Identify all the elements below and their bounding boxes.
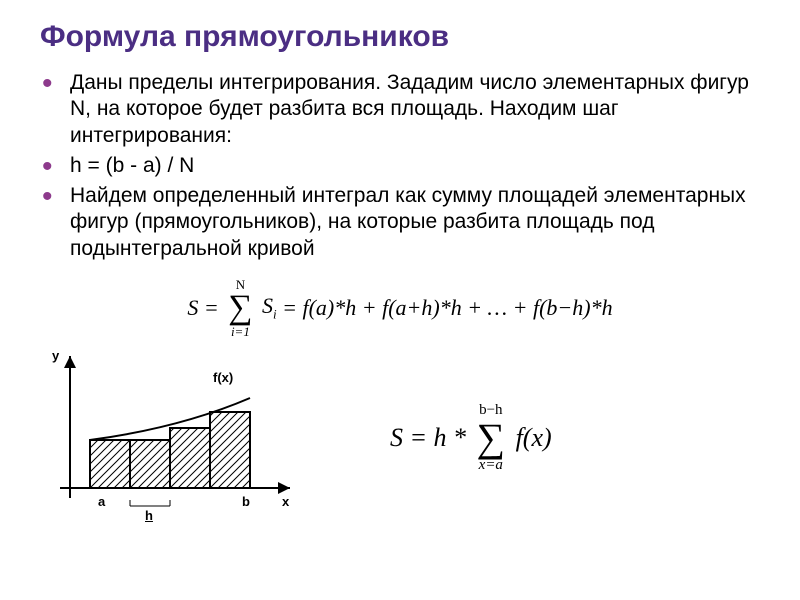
bullet-list: Даны пределы интегрирования. Зададим чис…: [30, 70, 770, 262]
summation-symbol: N ∑ i=1: [228, 278, 252, 338]
graph-svg: [30, 348, 310, 528]
integral-graph: y f(x) a b x h: [30, 348, 310, 528]
formula-sum-expansion: S = N ∑ i=1 Si = f(a)*h + f(a+h)*h + … +…: [30, 278, 770, 338]
formula2-lhs: S = h *: [390, 423, 466, 453]
h-label: h: [145, 508, 153, 523]
x-axis-label: x: [282, 494, 289, 509]
sigma-icon: ∑: [228, 291, 252, 325]
sum-lower: i=1: [228, 325, 252, 338]
slide-title: Формула прямоугольников: [40, 20, 770, 54]
formula-lhs: S =: [187, 295, 218, 321]
formula-compact: S = h * b−h ∑ x=a f(x): [390, 403, 552, 473]
y-axis-label: y: [52, 348, 59, 363]
fx-label: f(x): [213, 370, 233, 385]
sum-body: Si: [262, 293, 277, 322]
sigma-icon: ∑: [477, 418, 506, 458]
bullet-item: h = (b - a) / N: [50, 153, 770, 179]
b-label: b: [242, 494, 250, 509]
summation-symbol: b−h ∑ x=a: [477, 403, 506, 473]
formula-rhs: = f(a)*h + f(a+h)*h + … + f(b−h)*h: [282, 295, 612, 321]
formula2-body: f(x): [516, 423, 552, 453]
bullet-item: Даны пределы интегрирования. Зададим чис…: [50, 70, 770, 149]
sum-lower: x=a: [477, 458, 506, 473]
a-label: a: [98, 494, 105, 509]
bullet-item: Найдем определенный интеграл как сумму п…: [50, 183, 770, 262]
